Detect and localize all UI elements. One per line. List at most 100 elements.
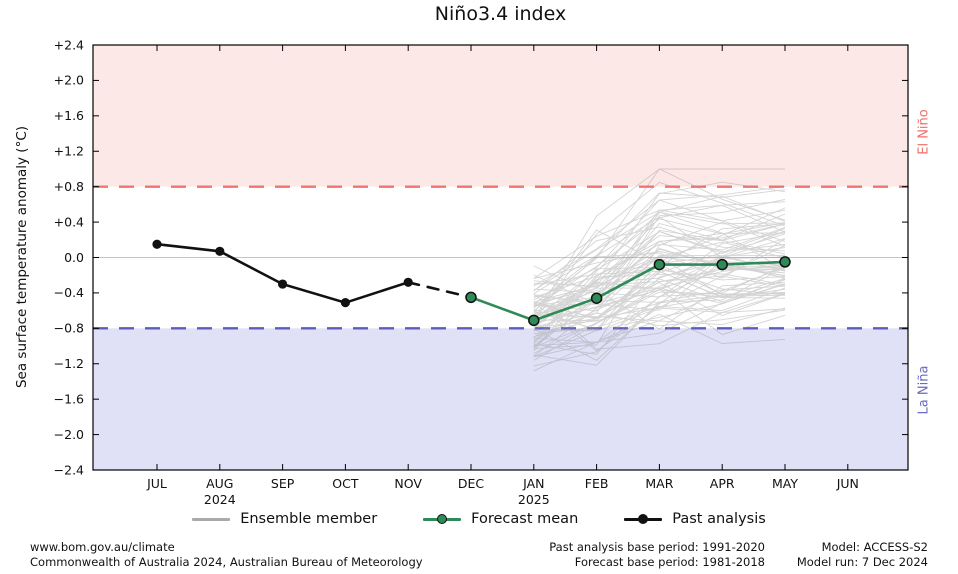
y-tick-label: +1.2 [54,144,84,159]
past-analysis-swatch-icon [624,512,663,526]
ensemble-member-line [533,266,786,372]
ensemble-member-line [533,211,786,291]
footer-base-periods: Past analysis base period: 1991-2020 For… [549,540,765,569]
ensemble-member-line [533,309,786,338]
x-tick-label: MAY [772,476,798,491]
legend-past-label: Past analysis [672,511,766,527]
ensemble-member-line [533,281,786,336]
ensemble-member-line [533,181,786,322]
past-analysis-dashed-segment-path [406,280,473,299]
x-tick-label: SEP [271,476,295,491]
la-nina-band-label: La Niña [916,365,932,415]
ensemble-member-line [533,270,786,331]
past-analysis-line-marker-oct [340,298,350,308]
ensemble-member-line [533,247,786,308]
threshold-lines [93,185,908,330]
ensemble-member-line [533,256,786,296]
la-nina-region [93,328,908,470]
x-tick-label: AUG [206,476,233,491]
ensemble-member-line [533,213,786,307]
ensemble-member-line [533,240,786,303]
past-analysis-line [152,239,413,308]
ensemble-line-swatch-icon [192,512,231,526]
ensemble-member-line [533,204,786,313]
y-tick-label: +2.0 [54,73,84,88]
past-analysis-line-marker-aug [215,246,225,256]
forecast-mean-line-marker-mar [653,258,666,271]
ensemble-member-line [533,230,786,288]
ensemble-member-line [533,238,786,361]
y-tick-label: −1.2 [54,356,84,371]
y-tick-label: +0.4 [54,214,84,229]
ensemble-member-line [533,283,786,305]
ensemble-member-line [533,288,786,325]
ensemble-member-line [533,281,786,330]
forecast-mean-line [465,256,791,327]
ensemble-member-line [533,256,786,339]
past-analysis-dashed-segment [406,280,473,299]
x-tick-label: OCT [332,476,359,491]
x-tick-label: JAN [522,476,544,491]
axis-ticks: +2.4 +2.0 +1.6 +1.2 +0.8 +0.4 0.0 −0.4 −0.8 −1.2 −… [54,37,908,507]
ensemble-member-line [533,218,786,308]
ensemble-member-line [533,241,786,347]
forecast-mean-swatch-icon [423,512,462,526]
forecast-mean-line-marker-jan [528,314,540,327]
y-tick-label: +1.6 [54,108,84,123]
ensemble-member-line [533,232,786,320]
ensemble-member-line [533,287,786,335]
ensemble-member-line [533,254,786,312]
ensemble-member-line [533,168,786,309]
ensemble-member-line [533,201,786,279]
x-tick-label: JUN [836,476,859,491]
ensemble-member-line [533,232,786,349]
x-tick-label: NOV [394,476,422,491]
ensemble-member-line [533,265,786,367]
ensemble-member-line [533,168,785,321]
footer-forecast-base-period: Forecast base period: 1981-2018 [574,554,765,569]
ensemble-member-line [533,285,786,366]
ensemble-member-line [533,255,786,358]
ensemble-member-line [533,231,786,321]
footer-past-base-period: Past analysis base period: 1991-2020 [549,540,765,554]
footer-model-info: Model: ACCESS-S2 Model run: 7 Dec 2024 [797,540,928,569]
ensemble-member-line [533,223,786,329]
ensemble-member-line [533,199,786,287]
ensemble-member-line [533,216,786,305]
ensemble-member-line [533,211,786,347]
ensemble-member-line [533,275,786,332]
forecast-mean-line-marker-feb [590,292,603,304]
ensemble-member-line [533,251,786,280]
ensemble-member-line [533,267,786,331]
ensemble-member-line [533,185,786,301]
ensemble-member-line [533,267,786,298]
footer-copyright: Commonwealth of Australia 2024, Australi… [30,554,423,569]
legend-forecast-label: Forecast mean [471,511,579,527]
y-tick-label: −0.8 [54,321,84,336]
ensemble-member-line [533,307,786,326]
ensemble-member-line [533,247,786,357]
legend-item-ensemble: Ensemble member [192,511,377,527]
ensemble-member-line [533,307,786,332]
ensemble-member-line [533,266,786,354]
y-tick-label: −2.4 [54,462,84,477]
forecast-mean-line-marker-apr [716,258,728,271]
ensemble-member-line [533,256,786,361]
y-tick-label: −1.6 [54,391,84,406]
ensemble-member-line [533,270,786,298]
ensemble-member-line [533,294,786,352]
x-tick-label: FEB [585,476,609,491]
past-analysis-line-marker-jul [152,239,162,249]
ensemble-member-line [533,291,786,348]
legend-ensemble-label: Ensemble member [240,511,378,527]
x-tick-label: APR [710,476,735,491]
forecast-mean-line-path [469,260,787,322]
y-tick-label: −0.4 [54,285,84,300]
footer-model-run: Model run: 7 Dec 2024 [796,554,928,569]
ensemble-member-line [533,228,786,319]
chart-legend: Ensemble member Forecast mean Past analy… [0,511,958,527]
ensemble-member-line [533,260,786,311]
el-nino-region [93,45,908,187]
ensemble-member-line [533,248,786,324]
